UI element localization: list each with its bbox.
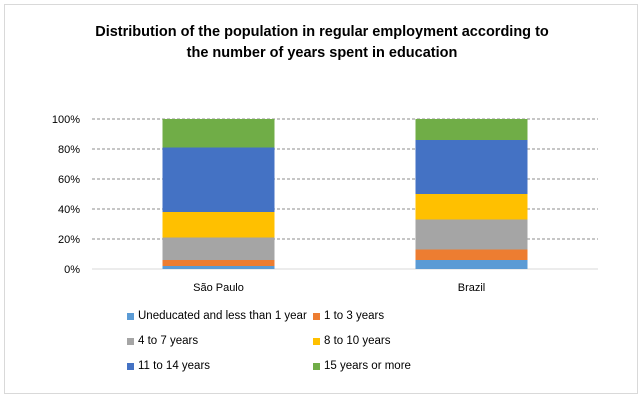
bar-segment — [415, 119, 528, 140]
legend-swatch — [313, 337, 320, 345]
x-axis-ticks: São Paulo Brazil — [193, 282, 485, 294]
chart-title-line-2: the number of years spent in education — [186, 45, 458, 61]
legend-item: Uneducated and less than 1 year — [127, 310, 307, 322]
bar-segment — [415, 219, 528, 250]
legend-swatch — [313, 312, 320, 320]
legend-label: 15 years or more — [324, 360, 411, 372]
y-axis-ticks: 0% 20% 40% 60% 80% 100% — [52, 114, 80, 276]
legend-label: 11 to 14 years — [138, 360, 211, 372]
chart-title: Distribution of the population in regula… — [0, 22, 644, 64]
bar-segment — [415, 194, 528, 220]
bar-segment — [415, 260, 528, 269]
bar-segment — [415, 249, 528, 260]
bar-segment — [162, 212, 275, 238]
bar-segment — [162, 237, 275, 260]
legend-item: 8 to 10 years — [313, 335, 390, 347]
y-tick-label: 20% — [58, 234, 80, 246]
legend-swatch — [127, 362, 134, 370]
bar-segment — [162, 147, 275, 212]
y-tick-label: 0% — [64, 264, 80, 276]
legend-item: 11 to 14 years — [127, 360, 210, 372]
legend-swatch — [127, 312, 134, 320]
y-tick-label: 100% — [52, 114, 80, 126]
bar-segment — [162, 260, 275, 266]
legend-item: 4 to 7 years — [127, 335, 198, 347]
y-tick-label: 40% — [58, 204, 80, 216]
chart-title-line-1: Distribution of the population in regula… — [95, 24, 549, 40]
y-tick-label: 60% — [58, 174, 80, 186]
legend-swatch — [127, 337, 134, 345]
y-tick-label: 80% — [58, 144, 80, 156]
bar-segment — [162, 119, 275, 148]
x-tick-label: Brazil — [458, 282, 486, 294]
bar-segment — [162, 266, 275, 269]
legend-label: Uneducated and less than 1 year — [138, 310, 307, 322]
legend-label: 4 to 7 years — [138, 335, 199, 347]
legend-item: 1 to 3 years — [313, 310, 384, 322]
bars — [162, 119, 528, 269]
legend-label: 1 to 3 years — [324, 310, 385, 322]
chart-frame — [4, 4, 638, 394]
legend-label: 8 to 10 years — [324, 335, 391, 347]
x-tick-label: São Paulo — [193, 282, 244, 294]
legend-item: 15 years or more — [313, 360, 411, 372]
legend-swatch — [313, 362, 320, 370]
bar-segment — [415, 140, 528, 194]
